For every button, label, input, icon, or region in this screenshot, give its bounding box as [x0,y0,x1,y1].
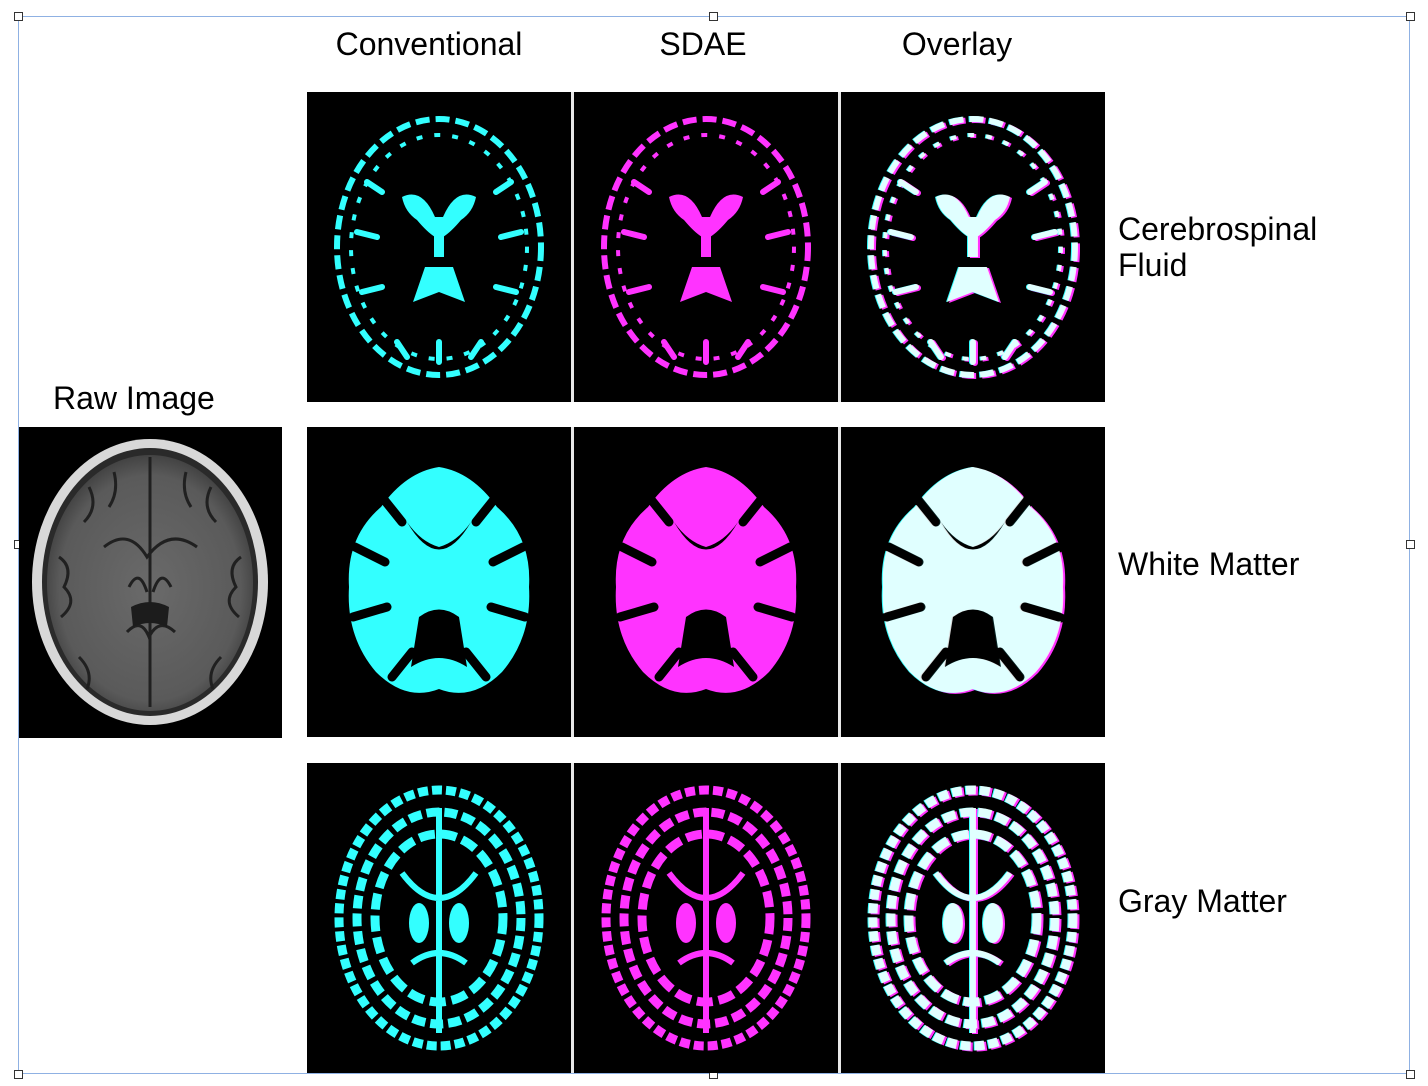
panel-white-matter-conventional [307,427,571,737]
column-separator [837,92,841,402]
resize-handle-bottom-left[interactable] [14,1070,23,1079]
resize-handle-top-left[interactable] [14,12,23,21]
panel-gray-matter-overlay [841,763,1105,1073]
column-header-conventional: Conventional [335,26,523,62]
resize-handle-middle-right[interactable] [1406,540,1415,549]
column-separator [837,763,841,1073]
panel-csf-overlay [841,92,1105,402]
raw-mri-image [19,427,282,738]
row-label-white-matter: White Matter [1118,546,1300,582]
column-header-sdae: SDAE [659,26,747,62]
panel-white-matter-sdae [574,427,838,737]
panel-csf-sdae [574,92,838,402]
row-label-cerebrospinal-fluid: Cerebrospinal Fluid [1118,211,1318,283]
column-separator [837,427,841,737]
column-separator [570,763,574,1073]
resize-handle-top-center[interactable] [709,12,718,21]
panel-gray-matter-sdae [574,763,838,1073]
column-header-overlay: Overlay [901,26,1013,62]
row-label-gray-matter: Gray Matter [1118,883,1287,919]
panel-gray-matter-conventional [307,763,571,1073]
panel-csf-conventional [307,92,571,402]
resize-handle-bottom-right[interactable] [1406,1070,1415,1079]
resize-handle-top-right[interactable] [1406,12,1415,21]
column-separator [570,427,574,737]
column-separator [570,92,574,402]
panel-white-matter-overlay [841,427,1105,737]
raw-image-label: Raw Image [53,380,215,416]
